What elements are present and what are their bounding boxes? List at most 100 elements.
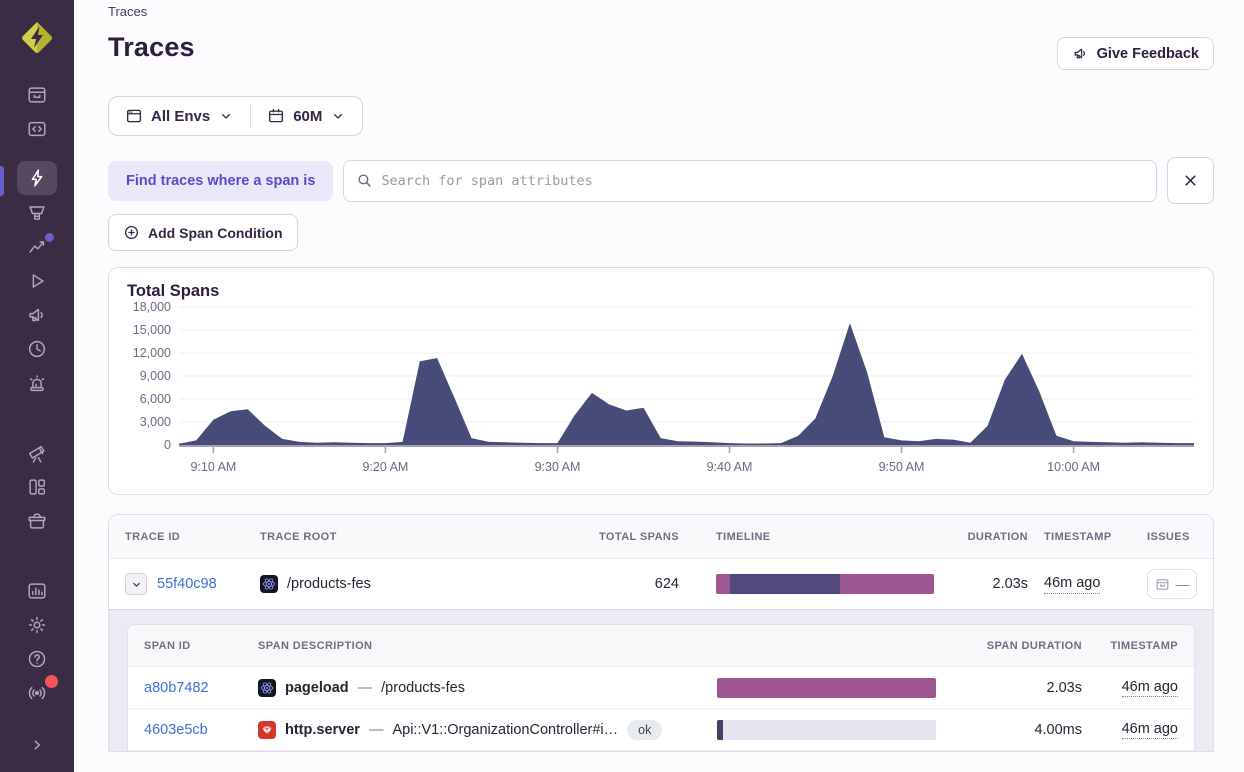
sidebar-item-settings[interactable] bbox=[17, 609, 57, 641]
span-op: http.server bbox=[285, 722, 360, 738]
trace-id-link[interactable]: 55f40c98 bbox=[157, 576, 217, 592]
telescope-icon bbox=[26, 442, 48, 464]
status-badge: ok bbox=[627, 720, 662, 740]
page-filter-bar: All Envs 60M bbox=[108, 96, 363, 136]
col-total-spans: Total Spans bbox=[594, 531, 679, 543]
traces-table-header: Trace ID Trace Root Total Spans Timeline… bbox=[109, 515, 1213, 559]
trace-issues-pill[interactable]: — bbox=[1147, 569, 1197, 599]
svg-text:9,000: 9,000 bbox=[140, 369, 171, 383]
col-span-timestamp: Timestamp bbox=[1082, 640, 1178, 652]
search-input[interactable] bbox=[381, 173, 1144, 189]
environment-filter-label: All Envs bbox=[151, 108, 210, 125]
sidebar-item-alerts[interactable] bbox=[17, 367, 57, 399]
span-id-link[interactable]: 4603e5cb bbox=[144, 722, 258, 738]
sidebar-item-releases[interactable] bbox=[17, 333, 57, 365]
col-timestamp: Timestamp bbox=[1044, 531, 1136, 543]
bar-chart-icon bbox=[26, 580, 48, 602]
sidebar-item-dashboards[interactable] bbox=[17, 471, 57, 503]
svg-text:12,000: 12,000 bbox=[133, 346, 171, 360]
main-area: Traces Traces Give Feedback All Envs 60M bbox=[74, 0, 1244, 772]
sidebar-item-issues[interactable] bbox=[17, 79, 57, 111]
clear-search-button[interactable] bbox=[1167, 157, 1214, 204]
gear-icon bbox=[26, 614, 48, 636]
sidebar-item-help[interactable] bbox=[17, 643, 57, 675]
sidebar-item-insights[interactable] bbox=[17, 197, 57, 229]
sidebar-item-whats-new[interactable] bbox=[17, 677, 57, 709]
sidebar-item-performance[interactable] bbox=[17, 231, 57, 263]
sidebar-item-discover[interactable] bbox=[17, 437, 57, 469]
sentry-logo[interactable] bbox=[15, 16, 59, 60]
svg-text:9:40 AM: 9:40 AM bbox=[707, 460, 753, 474]
react-icon bbox=[260, 575, 278, 593]
react-icon bbox=[258, 679, 276, 697]
sidebar-expand-button[interactable] bbox=[17, 729, 57, 761]
play-icon bbox=[26, 270, 48, 292]
traces-table: Trace ID Trace Root Total Spans Timeline… bbox=[108, 514, 1214, 752]
find-traces-chip: Find traces where a span is bbox=[108, 161, 333, 201]
search-box[interactable] bbox=[343, 160, 1157, 202]
give-feedback-button[interactable]: Give Feedback bbox=[1057, 37, 1214, 70]
svg-text:10:00 AM: 10:00 AM bbox=[1047, 460, 1100, 474]
trace-row: 55f40c98 /products-fes 624 2.03s 46m ago bbox=[109, 559, 1213, 609]
history-clock-icon bbox=[26, 338, 48, 360]
col-span-duration: Span Duration bbox=[936, 640, 1082, 652]
active-item-notch bbox=[0, 166, 4, 196]
svg-text:18,000: 18,000 bbox=[133, 301, 171, 314]
total-spans-area-chart[interactable]: 03,0006,0009,00012,00015,00018,0009:10 A… bbox=[127, 301, 1195, 486]
span-timestamp[interactable]: 46m ago bbox=[1122, 678, 1178, 697]
col-trace-root: Trace Root bbox=[260, 531, 594, 543]
col-span-id: Span ID bbox=[144, 640, 258, 652]
give-feedback-label: Give Feedback bbox=[1097, 46, 1199, 62]
svg-text:9:50 AM: 9:50 AM bbox=[879, 460, 925, 474]
lightning-icon bbox=[26, 167, 48, 189]
separator: — bbox=[369, 722, 384, 738]
siren-icon bbox=[26, 372, 48, 394]
sidebar-item-projects[interactable] bbox=[17, 113, 57, 145]
date-range-filter[interactable]: 60M bbox=[251, 97, 362, 135]
sidebar-item-stats[interactable] bbox=[17, 575, 57, 607]
sidebar-item-replays[interactable] bbox=[17, 265, 57, 297]
span-duration: 4.00ms bbox=[936, 722, 1082, 738]
notification-dot-red bbox=[45, 675, 58, 688]
breadcrumb[interactable]: Traces bbox=[108, 4, 195, 19]
sidebar-item-explore-traces[interactable] bbox=[17, 161, 57, 195]
span-op: pageload bbox=[285, 680, 349, 696]
calendar-icon bbox=[267, 107, 285, 125]
collapse-trace-button[interactable] bbox=[125, 573, 147, 595]
issues-empty-dash: — bbox=[1176, 576, 1190, 592]
ruby-icon bbox=[258, 721, 276, 739]
issues-icon bbox=[26, 84, 48, 106]
page-header: Traces Traces Give Feedback bbox=[74, 0, 1244, 70]
span-table: Span ID Span Description Span Duration T… bbox=[127, 624, 1195, 751]
help-icon bbox=[26, 648, 48, 670]
plus-circle-icon bbox=[123, 224, 140, 241]
trace-duration: 2.03s bbox=[934, 576, 1028, 592]
environment-filter[interactable]: All Envs bbox=[109, 97, 250, 135]
total-spans-chart-card: Total Spans 03,0006,0009,00012,00015,000… bbox=[108, 267, 1214, 495]
trace-root-label: /products-fes bbox=[287, 576, 371, 592]
span-row: 4603e5cb http.server — Api::V1::Organiza… bbox=[128, 709, 1194, 751]
megaphone-icon bbox=[1072, 45, 1089, 62]
page-title: Traces bbox=[108, 32, 195, 63]
dashboard-layout-icon bbox=[26, 476, 48, 498]
trace-timestamp[interactable]: 46m ago bbox=[1044, 574, 1100, 593]
svg-text:3,000: 3,000 bbox=[140, 415, 171, 429]
span-id-link[interactable]: a80b7482 bbox=[144, 680, 258, 696]
sidebar-item-archive[interactable] bbox=[17, 505, 57, 537]
megaphone-icon bbox=[26, 304, 48, 326]
svg-text:15,000: 15,000 bbox=[133, 323, 171, 337]
notification-dot bbox=[45, 233, 54, 242]
col-issues: Issues bbox=[1147, 531, 1197, 543]
span-timestamp[interactable]: 46m ago bbox=[1122, 720, 1178, 739]
search-icon bbox=[356, 172, 373, 189]
search-row: Find traces where a span is bbox=[108, 157, 1214, 204]
col-span-description: Span Description bbox=[258, 640, 704, 652]
col-timeline: Timeline bbox=[716, 531, 934, 543]
sidebar-item-feedback[interactable] bbox=[17, 299, 57, 331]
span-timeline-bar bbox=[717, 720, 936, 740]
chevron-right-icon bbox=[27, 735, 47, 755]
add-span-condition-button[interactable]: Add Span Condition bbox=[108, 214, 298, 251]
chevron-down-icon bbox=[330, 108, 346, 124]
span-row: a80b7482 pageload — /products-fes 2.03s bbox=[128, 667, 1194, 709]
span-description: /products-fes bbox=[381, 680, 465, 696]
